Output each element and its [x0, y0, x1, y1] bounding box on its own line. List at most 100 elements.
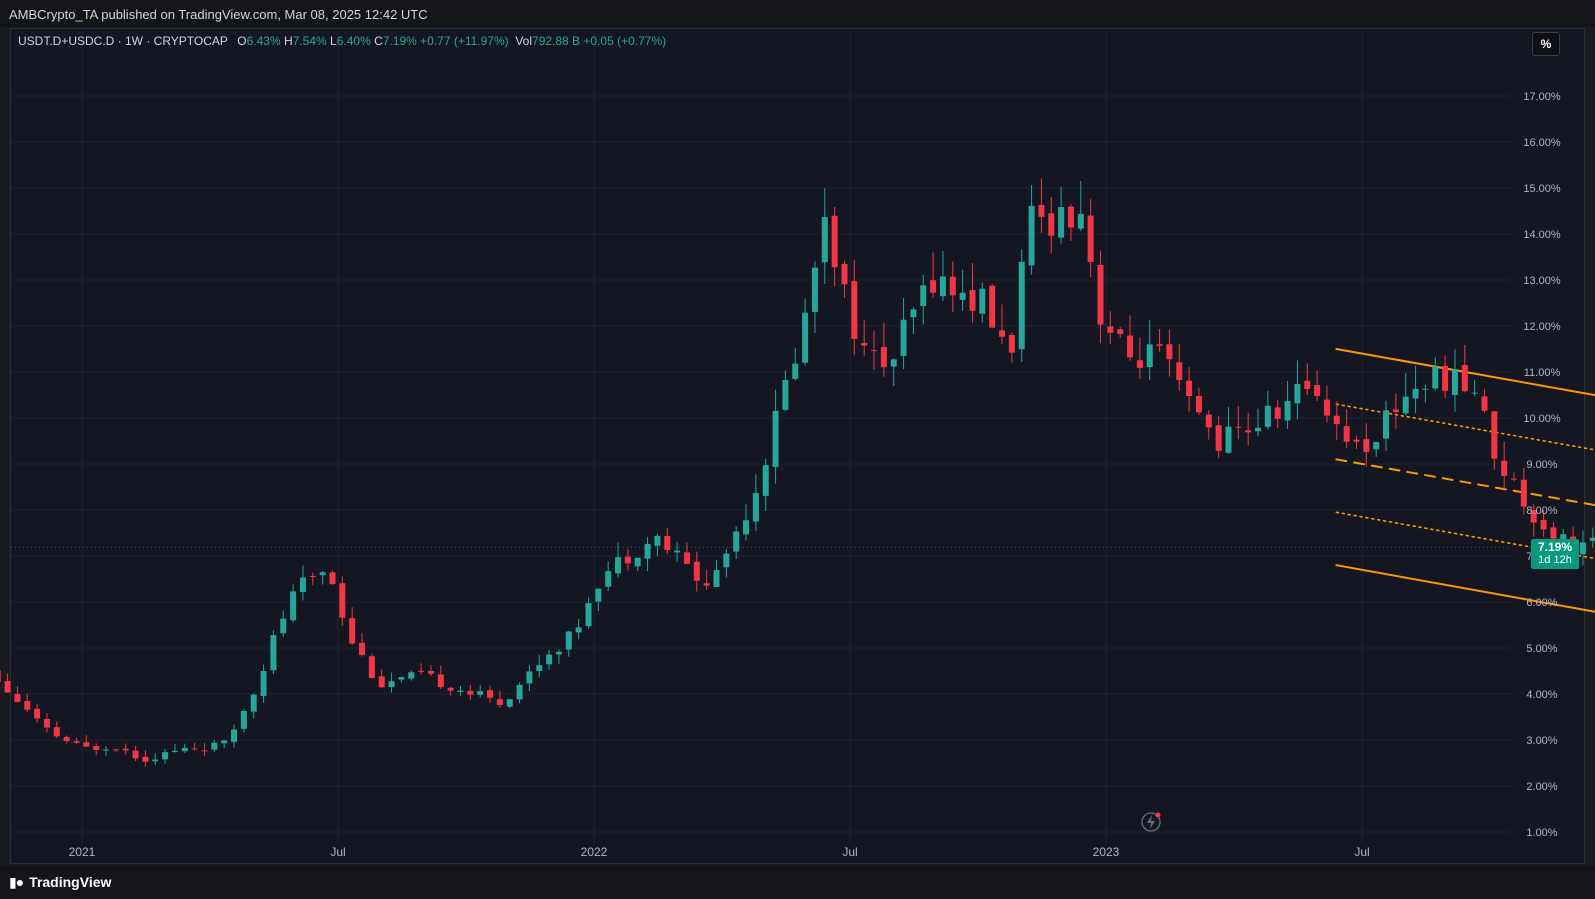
candle [831, 207, 838, 287]
candle [861, 319, 868, 356]
candle [1511, 472, 1518, 482]
y-tick-label: 12.00% [1523, 321, 1561, 333]
percent-scale-button[interactable]: % [1532, 32, 1560, 56]
candle [63, 735, 70, 744]
y-tick-label: 14.00% [1523, 229, 1561, 241]
candle [1255, 408, 1262, 437]
candle [713, 559, 720, 588]
candle-body [0, 670, 1, 682]
y-tick-label: 6.00% [1526, 597, 1557, 609]
candle-body [231, 729, 238, 742]
candle-body [949, 276, 956, 296]
candle-body [900, 319, 907, 356]
candle-body [398, 677, 405, 680]
candle [53, 721, 60, 739]
candle [880, 322, 887, 377]
candle [1323, 385, 1330, 423]
candle [1363, 423, 1370, 467]
candle [989, 284, 996, 328]
candle [34, 704, 41, 723]
candle [605, 561, 612, 592]
candle-body [624, 556, 631, 564]
candle-body [654, 535, 661, 546]
x-tick-label: 2023 [1093, 845, 1120, 859]
candle-body [861, 343, 868, 346]
candle [683, 542, 690, 565]
candle-body [339, 583, 346, 618]
candle [0, 670, 1, 682]
candle [132, 746, 139, 762]
candle-body [703, 583, 710, 586]
candle-body [1018, 261, 1025, 350]
candle-body [733, 531, 740, 552]
candle-body [1038, 205, 1045, 217]
chart-panel[interactable] [10, 28, 1585, 864]
candle-body [1432, 366, 1439, 389]
published-line: AMBCrypto_TA published on TradingView.co… [9, 7, 428, 22]
candle-body [408, 672, 415, 679]
candle [871, 330, 878, 370]
candle [1146, 319, 1153, 380]
candle-body [112, 749, 119, 751]
last-price-tag: 7.19% 1d 12h [1531, 539, 1579, 569]
candle-body [63, 737, 70, 742]
candle [930, 252, 937, 298]
candle [4, 673, 11, 693]
candle [1589, 527, 1595, 548]
candle [122, 743, 129, 755]
candle [1195, 387, 1202, 415]
y-tick-label: 17.00% [1523, 91, 1561, 103]
candle [1136, 337, 1143, 379]
candle [418, 663, 425, 675]
candle-body [1284, 401, 1291, 421]
candle-body [526, 671, 533, 684]
candle-body [43, 718, 50, 728]
candle [1520, 468, 1527, 515]
candle-body [1127, 335, 1134, 358]
candle [546, 649, 553, 670]
candle-body [546, 654, 553, 665]
candle-body [496, 699, 503, 705]
candle-body [457, 690, 464, 692]
candle [1097, 250, 1104, 343]
candle-body [1402, 396, 1409, 414]
candle-body [644, 543, 651, 559]
candle [506, 698, 513, 709]
candle-body [93, 746, 100, 751]
candle [1442, 355, 1449, 399]
candle [1107, 311, 1114, 344]
candle-body [132, 750, 139, 759]
candle-body [418, 670, 425, 672]
symbol-name[interactable]: USDT.D+USDC.D · 1W · CRYPTOCAP [18, 34, 228, 48]
candle-body [309, 575, 316, 577]
candle [949, 261, 956, 313]
candle-body [1117, 329, 1124, 334]
candle [1530, 504, 1537, 537]
tradingview-logo[interactable]: ▮● TradingView [9, 874, 111, 891]
candle-body [181, 747, 188, 752]
candle [1028, 185, 1035, 275]
volume-label: Vol [515, 34, 533, 48]
candle [309, 572, 316, 586]
candle-body [211, 742, 218, 750]
replay-icon[interactable] [1141, 812, 1161, 832]
candle [910, 306, 917, 334]
candle-body [634, 557, 641, 567]
candle-body [1451, 369, 1458, 395]
candle [221, 739, 228, 749]
candle-body [1323, 399, 1330, 416]
candle-body [1540, 519, 1547, 530]
candle-body [772, 410, 779, 467]
candle-body [1028, 205, 1035, 266]
candle [1058, 187, 1065, 244]
candle [260, 664, 267, 703]
candle [703, 569, 710, 590]
candle-body [871, 350, 878, 352]
candle [624, 548, 631, 571]
candle-body [260, 671, 267, 696]
candle-body [1235, 426, 1242, 428]
candle [290, 584, 297, 623]
candle-body [1255, 427, 1262, 432]
candle [575, 619, 582, 640]
